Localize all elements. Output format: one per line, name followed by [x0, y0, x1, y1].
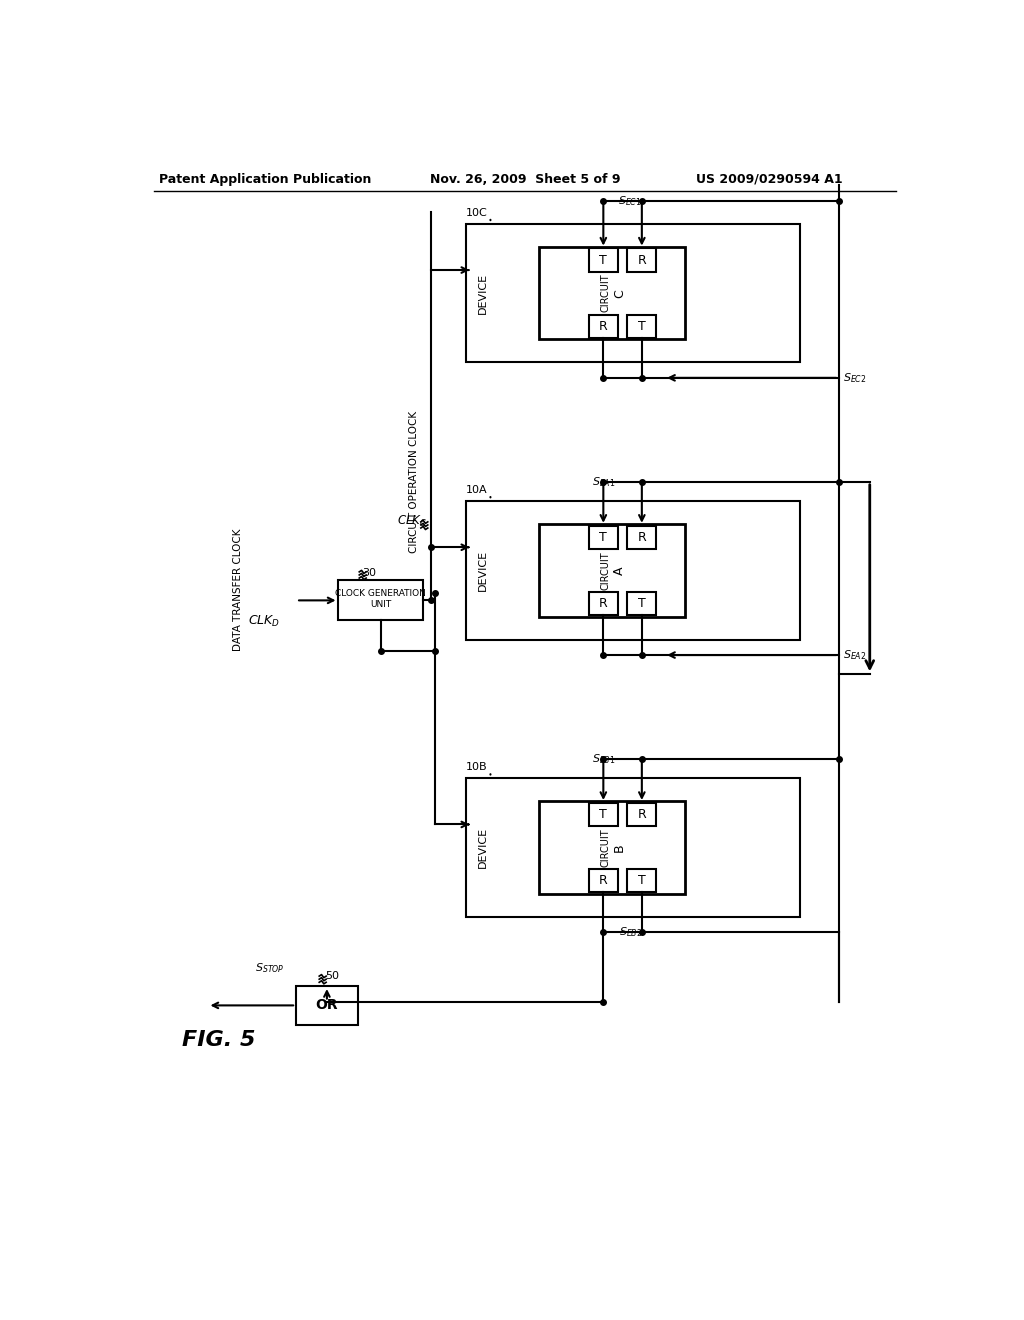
Text: C: C: [613, 289, 626, 297]
Text: DEVICE: DEVICE: [477, 828, 487, 869]
Text: US 2009/0290594 A1: US 2009/0290594 A1: [696, 173, 843, 186]
Text: T: T: [638, 319, 646, 333]
Bar: [539, 247, 685, 339]
Text: T: T: [599, 808, 607, 821]
Bar: [628, 525, 656, 549]
Bar: [628, 803, 656, 826]
Text: 10A: 10A: [466, 486, 487, 495]
Bar: [466, 224, 801, 363]
Text: T: T: [599, 253, 607, 267]
Text: $S_{EB1}$: $S_{EB1}$: [592, 752, 615, 766]
Bar: [589, 314, 617, 338]
Text: $CLK_C$: $CLK_C$: [396, 515, 427, 529]
Text: CIRCUIT: CIRCUIT: [601, 550, 610, 590]
Bar: [296, 986, 357, 1024]
Text: 10B: 10B: [466, 763, 487, 772]
Text: Patent Application Publication: Patent Application Publication: [159, 173, 372, 186]
Bar: [628, 591, 656, 615]
Bar: [589, 525, 617, 549]
Text: OR: OR: [315, 998, 338, 1012]
Text: CIRCUIT OPERATION CLOCK: CIRCUIT OPERATION CLOCK: [409, 411, 419, 553]
Bar: [466, 502, 801, 640]
Text: T: T: [599, 531, 607, 544]
Text: Nov. 26, 2009  Sheet 5 of 9: Nov. 26, 2009 Sheet 5 of 9: [429, 173, 621, 186]
Text: 10C: 10C: [466, 209, 487, 218]
Text: UNIT: UNIT: [371, 599, 391, 609]
Text: CIRCUIT: CIRCUIT: [601, 273, 610, 313]
Text: R: R: [638, 253, 646, 267]
Bar: [539, 524, 685, 616]
Text: A: A: [613, 566, 626, 574]
Text: $S_{EC1}$: $S_{EC1}$: [618, 194, 642, 207]
Text: FIG. 5: FIG. 5: [182, 1030, 256, 1049]
Text: $S_{EB2}$: $S_{EB2}$: [618, 925, 642, 939]
Text: $S_{EC2}$: $S_{EC2}$: [843, 371, 866, 384]
Text: $S_{STOP}$: $S_{STOP}$: [255, 961, 285, 975]
Bar: [628, 248, 656, 272]
Bar: [539, 801, 685, 894]
Bar: [589, 803, 617, 826]
Text: $S_{EA1}$: $S_{EA1}$: [592, 475, 615, 488]
Text: R: R: [599, 597, 607, 610]
Bar: [628, 869, 656, 892]
Text: CIRCUIT: CIRCUIT: [601, 828, 610, 867]
Bar: [589, 591, 617, 615]
Text: R: R: [599, 874, 607, 887]
Text: B: B: [613, 843, 626, 851]
Text: DATA TRANSFER CLOCK: DATA TRANSFER CLOCK: [233, 528, 244, 651]
Text: R: R: [638, 808, 646, 821]
Text: $CLK_D$: $CLK_D$: [248, 614, 280, 630]
Bar: [339, 581, 423, 620]
Text: DEVICE: DEVICE: [477, 273, 487, 314]
Text: T: T: [638, 874, 646, 887]
Bar: [589, 869, 617, 892]
Text: R: R: [638, 531, 646, 544]
Bar: [466, 779, 801, 917]
Bar: [628, 314, 656, 338]
Text: CLOCK GENERATION: CLOCK GENERATION: [336, 589, 426, 598]
Text: R: R: [599, 319, 607, 333]
Text: $S_{EA2}$: $S_{EA2}$: [843, 648, 866, 661]
Bar: [589, 248, 617, 272]
Text: T: T: [638, 597, 646, 610]
Text: 50: 50: [326, 972, 339, 981]
Text: DEVICE: DEVICE: [477, 550, 487, 591]
Text: 30: 30: [362, 568, 376, 578]
